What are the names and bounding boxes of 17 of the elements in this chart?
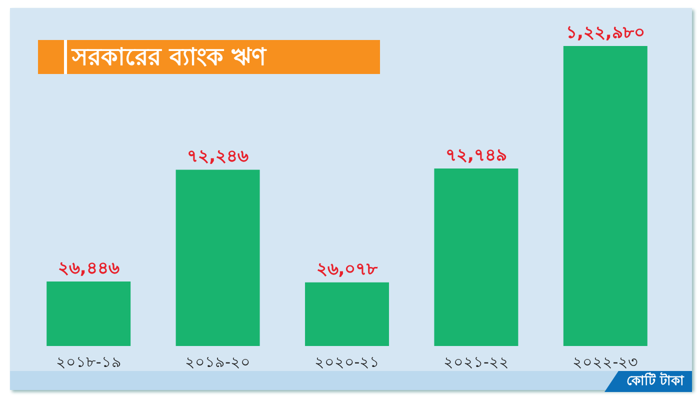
data-label: ৭২,৭৪৯ [445,145,507,166]
text: কোটি টাকা [604,371,692,392]
data-label: ২৬,০৭৮ [316,259,379,280]
x-tick-label: ২০২০-২১ [314,352,380,371]
x-tick-label: ২০২২-২৩ [572,352,638,371]
x-tick-label: ২০২১-২২ [443,352,509,371]
data-label: ১,২২,৯৮০ [566,22,645,43]
bar [434,168,518,346]
data-label: ২৬,৪৪৬ [58,258,120,278]
chart-title: সরকারের ব্যাংক ঋণ [72,42,267,73]
bar [46,281,131,346]
bar [563,46,648,346]
data-label: ৭২,২৪৬ [187,146,249,167]
x-tick-label: ২০১৯-২০ [185,352,251,371]
bar [305,282,389,346]
bar [176,170,260,346]
x-tick-label: ২০১৮-১৯ [56,352,122,371]
